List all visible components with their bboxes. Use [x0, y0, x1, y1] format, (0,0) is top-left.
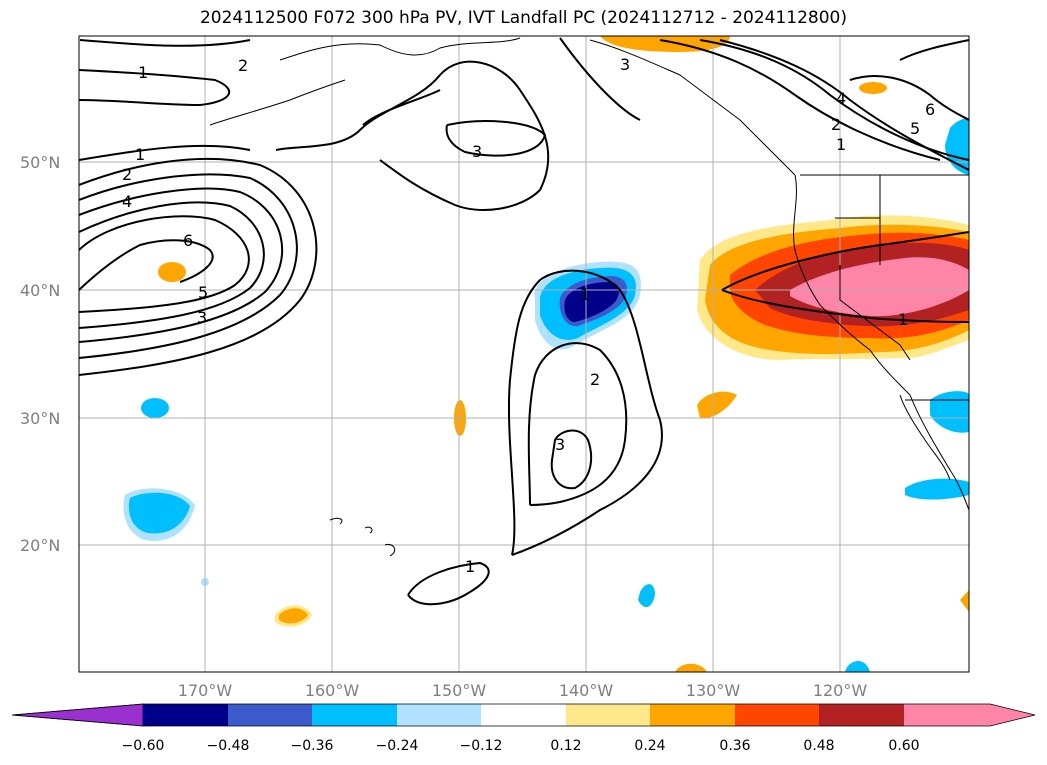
contour-label: 1: [138, 63, 148, 82]
lon-label: 170°W: [178, 681, 233, 700]
colorbar-segment: [566, 704, 650, 726]
contour-label: 1: [836, 135, 846, 154]
gridlines: [79, 36, 969, 672]
contour-label: 1: [580, 285, 590, 304]
colorbar-extend-low: [11, 703, 144, 727]
colorbar-segment: [143, 704, 228, 726]
colorbar-tick-label: −0.12: [460, 738, 503, 754]
contour-labels: 1 2 1 2 4 6 5 3 3 1 2 3 1 4 2 1 5 6 3 1: [122, 55, 935, 576]
lat-label: 20°N: [20, 536, 60, 555]
colorbar-tick-label: 0.24: [634, 738, 665, 754]
contour-label: 1: [898, 310, 908, 329]
contour-label: 6: [925, 100, 935, 119]
political-borders: [800, 174, 969, 401]
colorbar: −0.60 −0.48 −0.36 −0.24 −0.12 0.12 0.24 …: [11, 703, 1036, 754]
colorbar-segment: [819, 704, 904, 726]
colorbar-tick-label: 0.36: [719, 738, 750, 754]
colorbar-extend-high: [904, 704, 1035, 726]
lat-label: 50°N: [20, 153, 60, 172]
contour-label: 2: [122, 165, 132, 184]
lat-label: 40°N: [20, 281, 60, 300]
contour-label: 3: [555, 435, 565, 454]
colorbar-segment: [650, 704, 735, 726]
lon-label: 150°W: [432, 681, 487, 700]
pv-contours: [79, 37, 969, 606]
contour-label: 5: [198, 283, 208, 302]
contour-label: 3: [620, 55, 630, 74]
contour-label: 4: [836, 89, 846, 108]
longitude-labels: 170°W 160°W 150°W 140°W 130°W 120°W: [178, 681, 868, 700]
contour-label: 2: [238, 56, 248, 75]
contour-label: 6: [183, 231, 193, 250]
colorbar-segment: [312, 704, 397, 726]
lon-label: 160°W: [305, 681, 360, 700]
contour-label: 1: [465, 557, 475, 576]
colorbar-tick-label: −0.48: [207, 738, 250, 754]
latitude-labels: 50°N 40°N 30°N 20°N: [20, 153, 60, 555]
colorbar-tick-label: −0.60: [122, 738, 165, 754]
contour-label: 1: [135, 145, 145, 164]
colorbar-segment: [481, 704, 566, 726]
lon-label: 120°W: [813, 681, 868, 700]
colorbar-tick-label: −0.36: [291, 738, 334, 754]
contour-label: 3: [197, 308, 207, 327]
colorbar-segment: [397, 704, 481, 726]
lat-label: 30°N: [20, 409, 60, 428]
colorbar-tick-label: 0.12: [550, 738, 581, 754]
colorbar-segment: [735, 704, 819, 726]
contour-label: 3: [472, 142, 482, 161]
colorbar-tick-label: 0.48: [803, 738, 834, 754]
contour-label: 2: [590, 370, 600, 389]
map-frame: [78, 35, 970, 673]
lon-label: 130°W: [686, 681, 741, 700]
colorbar-tick-label: 0.60: [888, 738, 919, 754]
colorbar-tick-label: −0.24: [376, 738, 419, 754]
map-title: 2024112500 F072 300 hPa PV, IVT Landfall…: [199, 8, 847, 28]
lon-label: 140°W: [559, 681, 614, 700]
contour-label: 2: [831, 115, 841, 134]
colorbar-segment: [228, 704, 312, 726]
contour-label: 4: [122, 192, 132, 211]
contour-label: 5: [910, 119, 920, 138]
coastlines: [209, 37, 969, 557]
